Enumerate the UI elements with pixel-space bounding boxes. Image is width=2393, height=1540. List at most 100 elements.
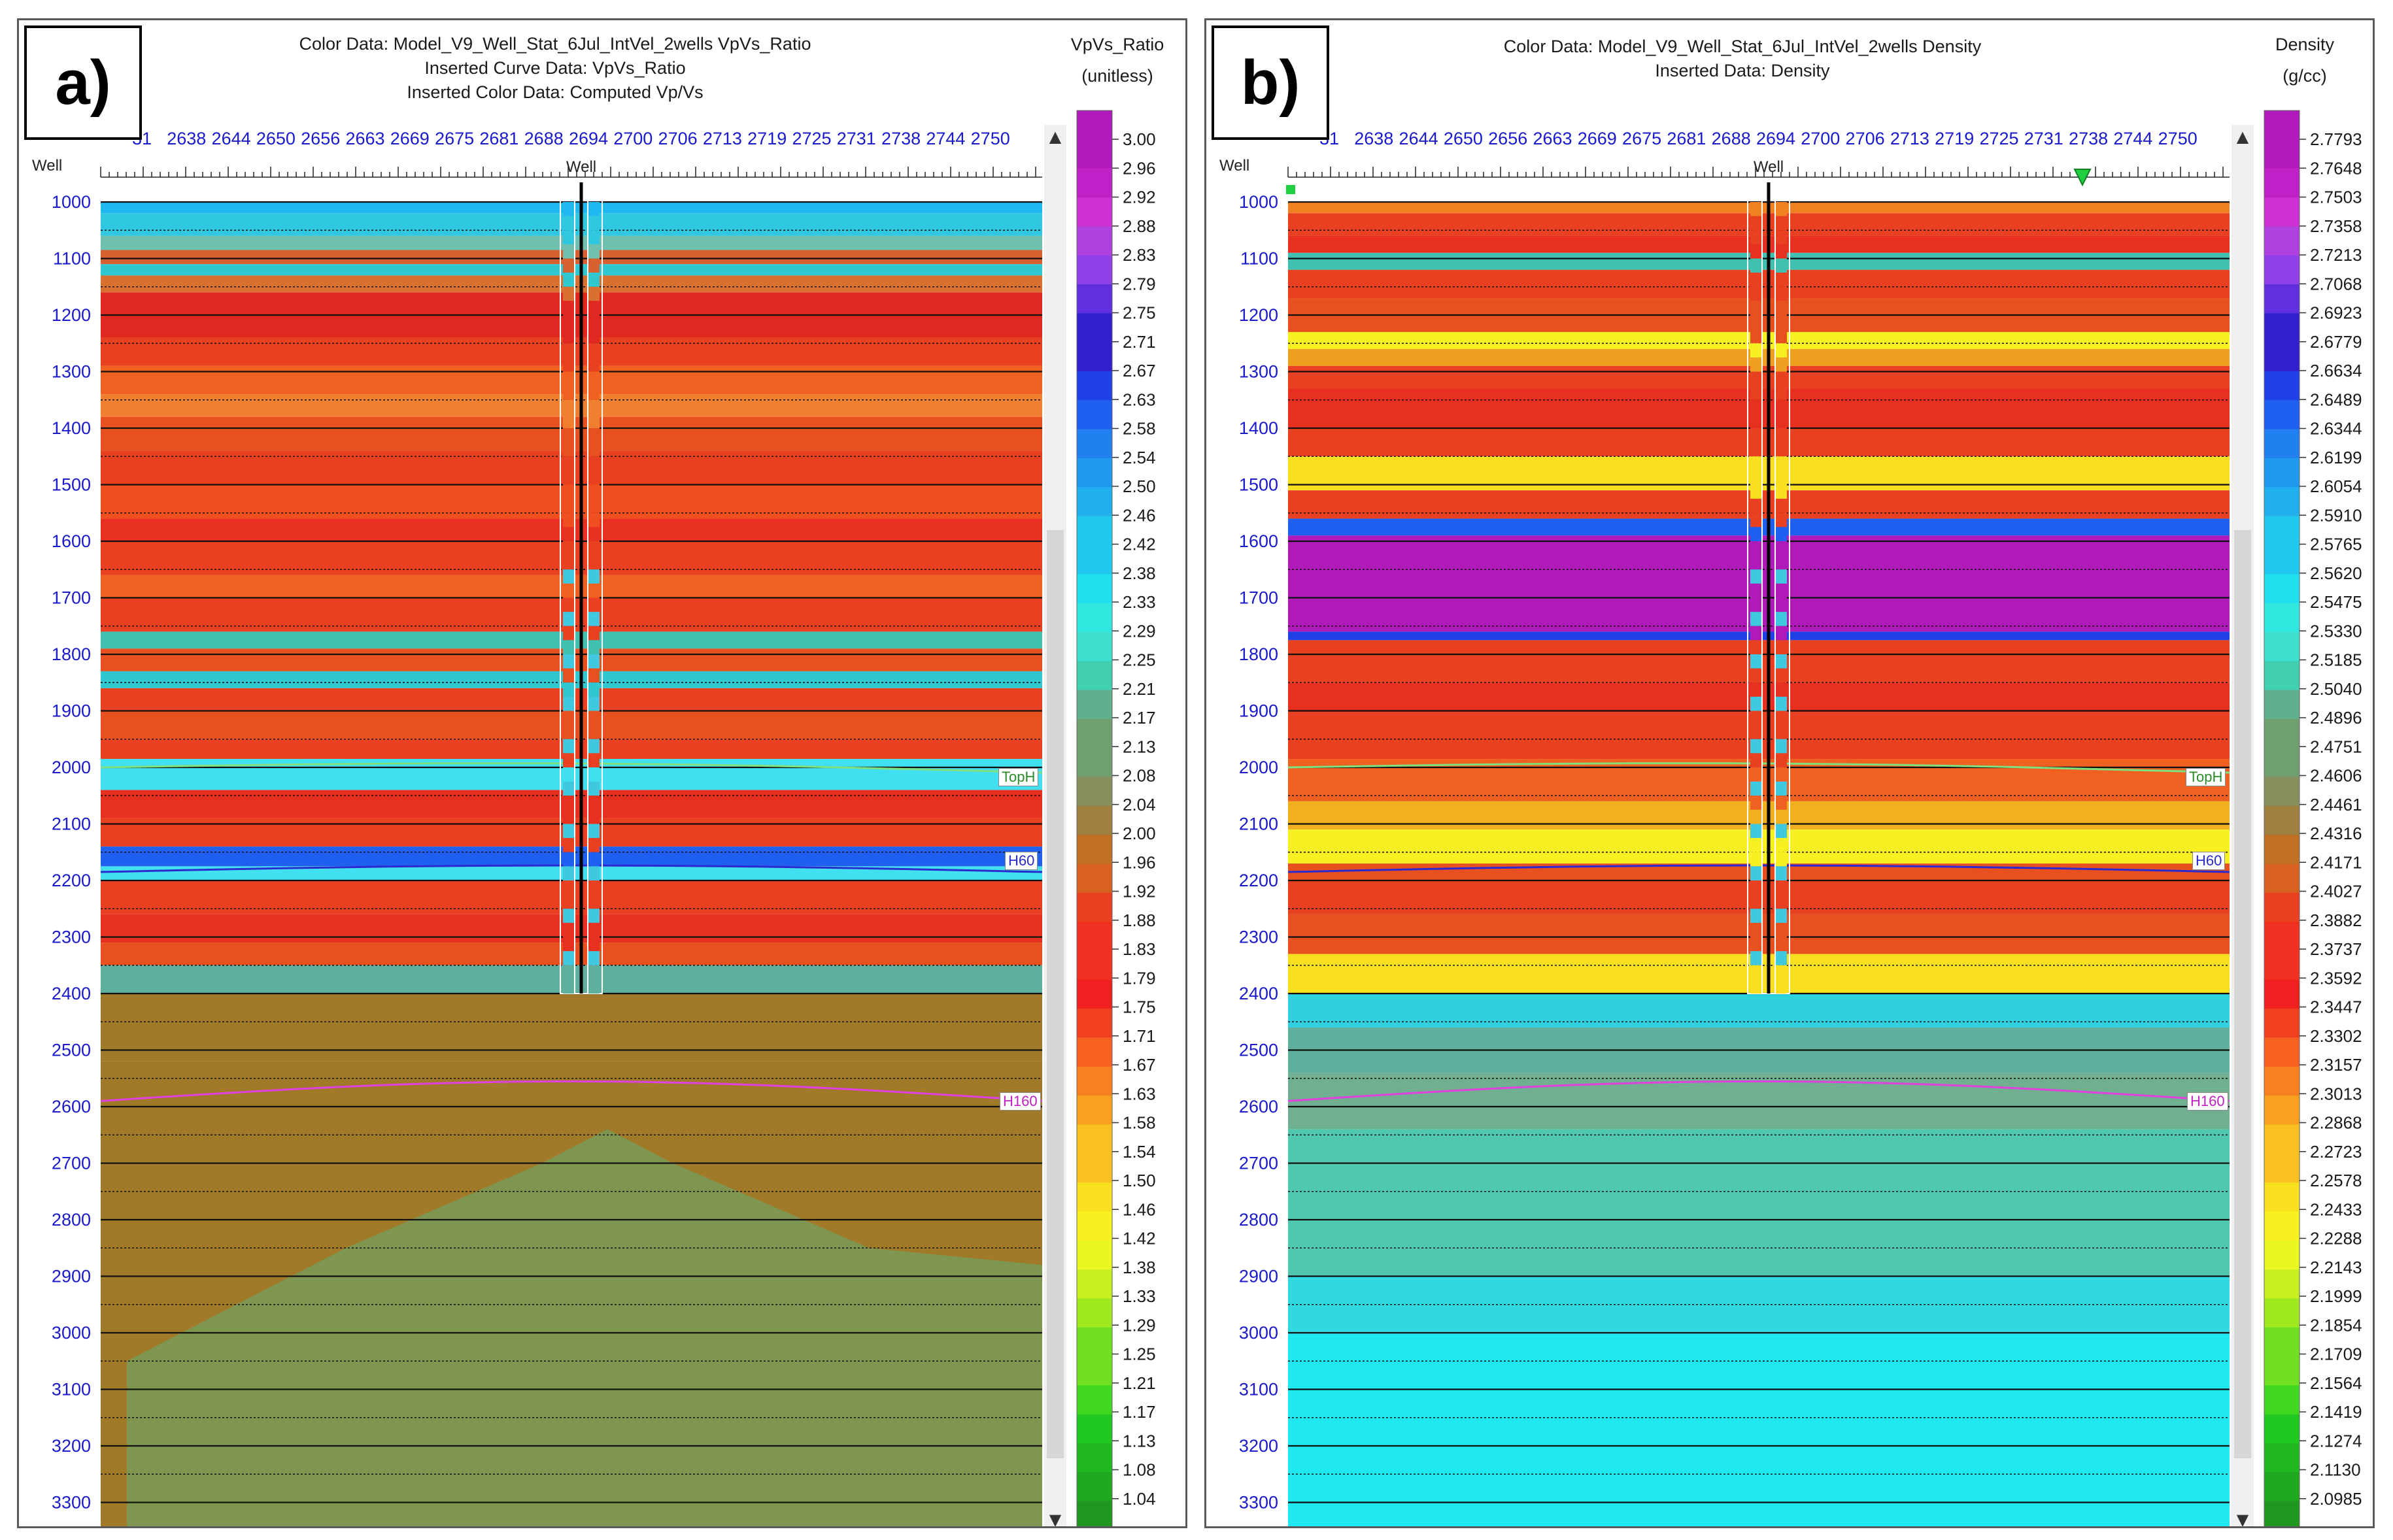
header-line: Inserted Color Data: Computed Vp/Vs [407, 82, 704, 102]
colorbar-swatch [2264, 1443, 2300, 1473]
scroll-down-icon[interactable]: ▼ [2236, 1511, 2249, 1528]
well-log-cell [588, 711, 600, 726]
colorbar-swatch [2264, 1385, 2300, 1415]
axis-title: Well [32, 157, 62, 175]
colorbar: 3.00 2.96 2.92 2.88 2.83 2.79 2.75 2.71 2.67 2.63… [1076, 110, 1156, 1526]
colorbar-tick-label: 2.7068 [2310, 274, 2362, 293]
well-log-cell [588, 371, 600, 386]
well-log-cell [588, 357, 600, 372]
colorbar-swatch [2264, 1327, 2300, 1358]
colorbar-swatch [2264, 1066, 2300, 1097]
seismic-section-a[interactable]: 31 2638 2644 2650 2656 2663 2669 2675 2681 2688 26… [19, 20, 1187, 1528]
trace-label: 2650 [1444, 129, 1483, 148]
colorbar-tick-label: 2.7503 [2310, 188, 2362, 207]
colorbar-swatch [1077, 284, 1112, 314]
colorbar-tick-label: 2.79 [1123, 274, 1156, 293]
well-log-cell [588, 484, 600, 499]
colorbar-swatch [2264, 400, 2300, 430]
depth-label: 1300 [1239, 362, 1278, 382]
trace-label: 2681 [1667, 129, 1706, 148]
well-log-cell [563, 583, 575, 598]
well-log-cell [563, 286, 575, 301]
well-log-cell [1750, 329, 1762, 344]
colorbar-swatch [1077, 110, 1112, 141]
depth-label: 2100 [52, 814, 91, 834]
trace-label: 2675 [435, 129, 474, 148]
trace-label: 2688 [1712, 129, 1751, 148]
well-log-cell [1775, 258, 1787, 273]
axis-title: Well [1219, 157, 1249, 175]
well-log-cell [1750, 809, 1762, 824]
depth-label: 1000 [1239, 192, 1278, 212]
trace-label: 2638 [1354, 129, 1393, 148]
colorbar-swatch [1077, 835, 1112, 865]
trace-label: 2675 [1622, 129, 1661, 148]
well-log-cell [588, 824, 600, 839]
well-log-cell [1750, 640, 1762, 654]
depth-label: 2300 [1239, 928, 1278, 947]
colorbar-swatch [1077, 400, 1112, 430]
well-log-cell [588, 329, 600, 344]
colorbar-swatch [1077, 1443, 1112, 1473]
well-log-cell [1750, 909, 1762, 923]
scrollbar-thumb[interactable] [1047, 530, 1064, 1458]
well-log-cell [563, 654, 575, 669]
well-log-cell [1750, 230, 1762, 244]
colorbar-swatch [1077, 371, 1112, 401]
depth-label: 1900 [52, 701, 91, 721]
trace-label: 2725 [792, 129, 831, 148]
depth-label: 3100 [1239, 1380, 1278, 1399]
trace-label: 2700 [613, 129, 653, 148]
colorbar-tick-label: 1.21 [1123, 1373, 1156, 1393]
trace-label: 2694 [569, 129, 608, 148]
colorbar-swatch [1077, 197, 1112, 227]
well-log-cell [1750, 258, 1762, 273]
colorbar-title: VpVs_Ratio [1070, 35, 1164, 54]
well-log-cell [1750, 739, 1762, 754]
colorbar-tick-label: 2.4171 [2310, 852, 2362, 872]
colorbar-tick-label: 2.1709 [2310, 1345, 2362, 1364]
well-log-cell [588, 583, 600, 598]
well-log-cell [563, 809, 575, 824]
colorbar-swatch [1077, 1501, 1112, 1526]
well-log-cell [588, 315, 600, 329]
well-log-cell [1775, 512, 1787, 527]
well-log-cell [1775, 640, 1787, 654]
depth-label: 2600 [52, 1097, 91, 1116]
horizon-label-toph: TopH [998, 768, 1039, 786]
trace-label: 2744 [926, 129, 965, 148]
well-log-cell [588, 499, 600, 513]
scroll-down-icon[interactable]: ▼ [1049, 1511, 1062, 1528]
scroll-up-icon[interactable]: ▲ [2236, 127, 2249, 146]
well-log-cell [563, 484, 575, 499]
depth-label: 1500 [52, 475, 91, 495]
colorbar-swatch [1077, 1269, 1112, 1299]
well-log-cell [588, 640, 600, 654]
well-log-cell [1775, 484, 1787, 499]
depth-label: 2900 [1239, 1267, 1278, 1286]
well-log-cell [1775, 343, 1787, 358]
colorbar-tick-label: 1.88 [1123, 911, 1156, 930]
colorbar-tick-label: 2.6634 [2310, 361, 2362, 380]
colorbar-tick-label: 2.2143 [2310, 1258, 2362, 1277]
scroll-up-icon[interactable]: ▲ [1049, 127, 1062, 146]
horizon-line [100, 1080, 1043, 1102]
colorbar-tick-label: 1.33 [1123, 1286, 1156, 1306]
well-log-cell [1775, 965, 1787, 980]
well-log-cell [563, 555, 575, 570]
colorbar-swatch [1077, 979, 1112, 1010]
colorbar-swatch [2264, 892, 2300, 923]
well-log-cell [1750, 499, 1762, 513]
well-log-cell [563, 258, 575, 273]
well-log-cell [563, 216, 575, 231]
colorbar-tick-label: 1.50 [1123, 1171, 1156, 1190]
colorbar-tick-label: 2.5765 [2310, 535, 2362, 554]
scrollbar-thumb[interactable] [2234, 530, 2251, 1458]
colorbar-tick-label: 2.50 [1123, 477, 1156, 496]
colorbar-tick-label: 2.21 [1123, 679, 1156, 699]
trace-label: 2688 [524, 129, 564, 148]
well-log-cell [563, 965, 575, 980]
well-log-cell [588, 795, 600, 810]
well-log-cell [588, 414, 600, 428]
seismic-section-b[interactable]: 31 2638 2644 2650 2656 2663 2669 2675 2681 2688 26… [1206, 20, 2375, 1528]
